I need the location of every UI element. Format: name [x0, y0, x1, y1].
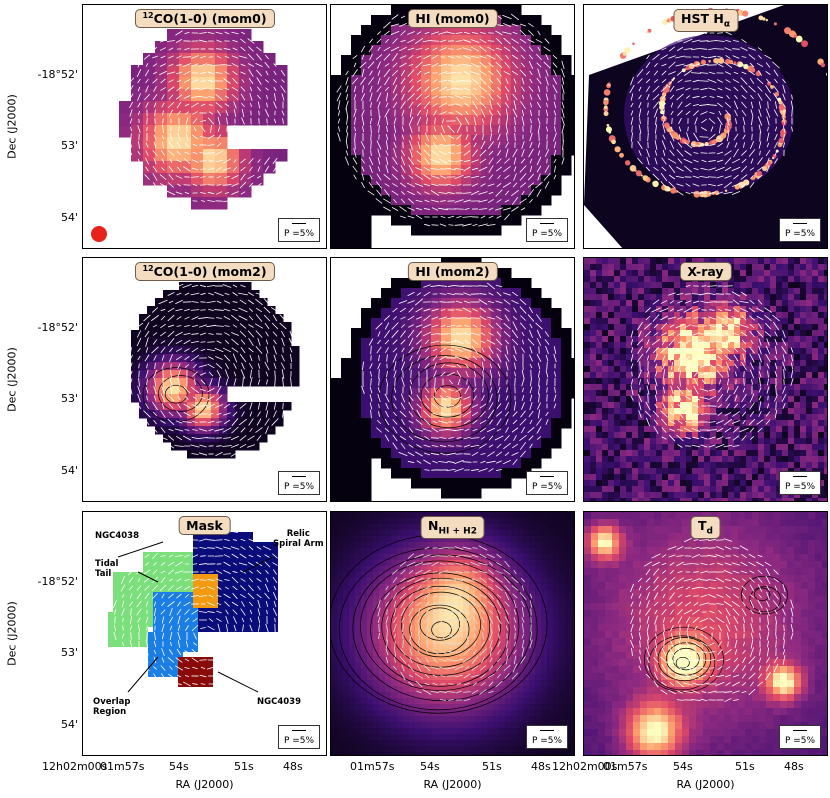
panel-title: Td — [690, 516, 721, 539]
x-tick: 12h02m00s — [552, 760, 618, 773]
x-tick: 01m57s — [100, 760, 145, 773]
column-density-map — [331, 512, 574, 755]
x-tick: 54s — [420, 760, 440, 773]
label-relic-spiral-arm: Relic Spiral Arm — [273, 529, 324, 549]
panel-title: HI (mom2) — [407, 262, 498, 281]
polarization-scale-box: P =5% — [278, 471, 320, 495]
panel-title: 12CO(1-0) (mom0) — [134, 9, 275, 29]
co-mom2-map — [129, 282, 300, 459]
y-tick: -18°52' — [37, 575, 79, 588]
y-axis-label: Dec (J2000) — [5, 347, 19, 412]
panel-hst-halpha: HST Hα P =5% — [583, 4, 828, 249]
label-tidal-tail: Tidal Tail — [95, 559, 119, 579]
y-tick: -18°52' — [37, 321, 79, 334]
x-tick: 51s — [482, 760, 502, 773]
panel-xray: X-ray P =5% — [583, 257, 828, 502]
panel-column-density: NHI + H2 P =5% — [330, 511, 575, 756]
label-ngc4038: NGC4038 — [95, 531, 139, 541]
y-tick: 54' — [60, 464, 78, 477]
label-overlap-region: Overlap Region — [93, 697, 131, 717]
y-axis-label: Dec (J2000) — [5, 94, 19, 159]
x-axis-label: RA (J2000) — [175, 778, 234, 791]
panel-mask: Mask NGC4038 Relic Spiral Arm Tidal Tail… — [82, 511, 327, 756]
hi-mom2-map — [331, 258, 574, 501]
x-tick: 48s — [531, 760, 551, 773]
x-tick: 01m57s — [603, 760, 648, 773]
x-tick: 51s — [735, 760, 755, 773]
x-axis-label: RA (J2000) — [423, 778, 482, 791]
x-tick: 48s — [784, 760, 804, 773]
x-tick: 01m57s — [350, 760, 395, 773]
y-axis-label: Dec (J2000) — [5, 601, 19, 666]
panel-co-mom0: 12CO(1-0) (mom0) P =5% — [82, 4, 327, 249]
beam-marker — [91, 226, 107, 242]
label-ngc4039: NGC4039 — [257, 697, 301, 707]
y-tick: 53' — [60, 392, 78, 405]
dust-temperature-map — [584, 512, 827, 755]
y-tick: 54' — [60, 718, 78, 731]
x-tick: 51s — [234, 760, 254, 773]
x-tick: 54s — [673, 760, 693, 773]
panel-dust-temperature: Td P =5% — [583, 511, 828, 756]
panel-title: NHI + H2 — [420, 516, 485, 539]
panel-co-mom2: 12CO(1-0) (mom2) P =5% — [82, 257, 327, 502]
panel-title: 12CO(1-0) (mom2) — [134, 262, 275, 282]
polarization-scale-box: P =5% — [526, 218, 568, 242]
y-tick: 54' — [60, 211, 78, 224]
xray-map — [584, 258, 827, 501]
y-tick: -18°52' — [37, 68, 79, 81]
polarization-scale-box: P =5% — [526, 725, 568, 749]
panel-title: HI (mom0) — [407, 9, 498, 28]
panel-title: HST Hα — [673, 9, 738, 32]
y-tick: 53' — [60, 646, 78, 659]
hst-halpha-map — [584, 5, 827, 248]
x-axis-label: RA (J2000) — [676, 778, 735, 791]
polarization-scale-box: P =5% — [278, 218, 320, 242]
panel-title: X-ray — [679, 262, 732, 281]
mask-map — [108, 530, 302, 718]
panel-hi-mom0: HI (mom0) P =5% — [330, 4, 575, 249]
polarization-scale-box: P =5% — [779, 725, 821, 749]
co-mom0-map — [119, 29, 293, 210]
panel-title: Mask — [178, 516, 231, 535]
x-tick: 48s — [283, 760, 303, 773]
polarization-scale-box: P =5% — [278, 725, 320, 749]
hi-mom0-map — [331, 5, 574, 248]
panel-hi-mom2: HI (mom2) P =5% — [330, 257, 575, 502]
polarization-scale-box: P =5% — [779, 471, 821, 495]
y-tick: 53' — [60, 139, 78, 152]
polarization-scale-box: P =5% — [526, 471, 568, 495]
x-tick: 54s — [169, 760, 189, 773]
x-tick: 12h02m00s — [42, 760, 108, 773]
polarization-scale-box: P =5% — [779, 218, 821, 242]
